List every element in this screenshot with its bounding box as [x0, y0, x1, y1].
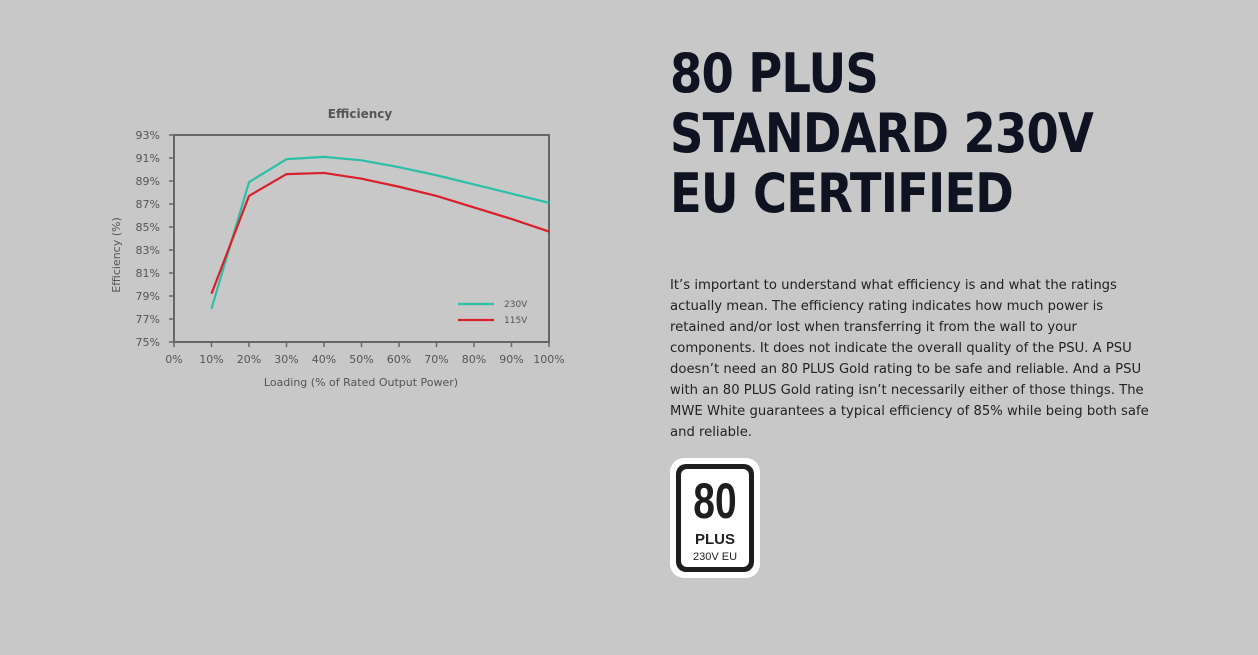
x-tick-label: 40% [312, 353, 336, 366]
y-tick-label: 89% [136, 175, 160, 188]
y-tick-label: 77% [136, 313, 160, 326]
x-tick-label: 20% [237, 353, 261, 366]
legend-label: 230V [504, 300, 528, 310]
badge-number: 80 [693, 473, 737, 529]
headline-line-3: EU CERTIFIED [670, 162, 1014, 225]
y-tick-label: 93% [136, 129, 160, 142]
x-tick-label: 50% [349, 353, 373, 366]
y-tick-label: 75% [136, 336, 160, 349]
chart-title: Efficiency [328, 107, 393, 121]
y-tick-label: 81% [136, 267, 160, 280]
x-tick-label: 0% [165, 353, 182, 366]
y-tick-label: 83% [136, 244, 160, 257]
x-tick-label: 70% [424, 353, 448, 366]
headline-line-1: 80 PLUS [670, 42, 879, 105]
x-tick-label: 60% [387, 353, 411, 366]
x-tick-label: 30% [274, 353, 298, 366]
legend-label: 115V [504, 316, 528, 326]
x-tick-label: 10% [199, 353, 223, 366]
page-headline: 80 PLUS STANDARD 230V EU CERTIFIED [670, 42, 1094, 225]
badge-plus-text: PLUS [694, 531, 735, 548]
y-tick-label: 79% [136, 290, 160, 303]
x-tick-label: 80% [462, 353, 486, 366]
y-tick-label: 91% [136, 152, 160, 165]
badge-subtitle: 230V EU [692, 551, 738, 563]
efficiency-description: It’s important to understand what effici… [670, 278, 1149, 440]
badge-face: 80 PLUS 230V EU [681, 469, 749, 567]
efficiency-chart: Efficiency Efficiency (%) Loading (% of … [110, 107, 565, 389]
y-axis-label: Efficiency (%) [110, 217, 123, 293]
series-line-230v [210, 155, 550, 309]
x-axis-label: Loading (% of Rated Output Power) [264, 376, 458, 389]
x-tick-label: 100% [533, 353, 564, 366]
x-tick-label: 90% [499, 353, 523, 366]
series-line-115v [210, 171, 550, 295]
80-plus-badge: 80 PLUS 230V EU [670, 458, 760, 578]
headline-line-2: STANDARD 230V [670, 102, 1094, 165]
plot-area-frame [173, 134, 550, 343]
y-tick-label: 85% [136, 221, 160, 234]
y-tick-label: 87% [136, 198, 160, 211]
badge-border: 80 PLUS 230V EU [676, 464, 754, 572]
